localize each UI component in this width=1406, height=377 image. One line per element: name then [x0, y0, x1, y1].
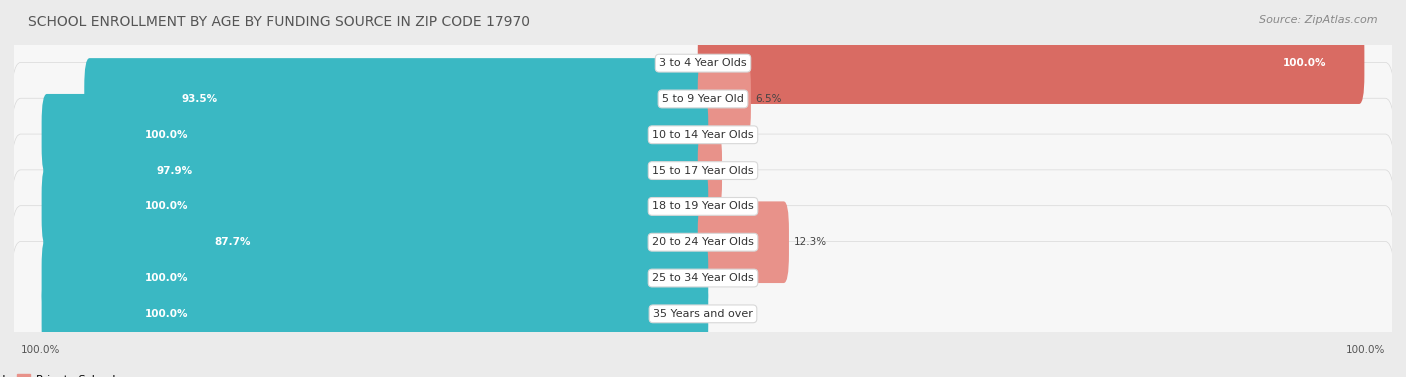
FancyBboxPatch shape — [697, 58, 751, 140]
FancyBboxPatch shape — [84, 58, 709, 140]
Legend: Public School, Private School: Public School, Private School — [0, 369, 120, 377]
Text: 12.3%: 12.3% — [793, 237, 827, 247]
FancyBboxPatch shape — [697, 130, 723, 211]
FancyBboxPatch shape — [11, 98, 1395, 243]
FancyBboxPatch shape — [122, 201, 709, 283]
Text: 100.0%: 100.0% — [145, 201, 188, 211]
Text: Source: ZipAtlas.com: Source: ZipAtlas.com — [1260, 15, 1378, 25]
Text: 20 to 24 Year Olds: 20 to 24 Year Olds — [652, 237, 754, 247]
Text: 10 to 14 Year Olds: 10 to 14 Year Olds — [652, 130, 754, 140]
FancyBboxPatch shape — [697, 22, 1364, 104]
Text: 100.0%: 100.0% — [145, 130, 188, 140]
Text: 2.1%: 2.1% — [727, 166, 754, 176]
FancyBboxPatch shape — [42, 237, 709, 319]
Text: 0.0%: 0.0% — [716, 130, 742, 140]
Text: 15 to 17 Year Olds: 15 to 17 Year Olds — [652, 166, 754, 176]
Text: 100.0%: 100.0% — [1282, 58, 1326, 68]
FancyBboxPatch shape — [11, 206, 1395, 350]
Text: 0.0%: 0.0% — [716, 273, 742, 283]
FancyBboxPatch shape — [42, 273, 709, 355]
FancyBboxPatch shape — [11, 0, 1395, 135]
Text: 0.0%: 0.0% — [664, 58, 690, 68]
FancyBboxPatch shape — [11, 134, 1395, 279]
Text: 100.0%: 100.0% — [145, 273, 188, 283]
Text: 97.9%: 97.9% — [157, 166, 193, 176]
Text: SCHOOL ENROLLMENT BY AGE BY FUNDING SOURCE IN ZIP CODE 17970: SCHOOL ENROLLMENT BY AGE BY FUNDING SOUR… — [28, 15, 530, 29]
FancyBboxPatch shape — [55, 130, 709, 211]
FancyBboxPatch shape — [11, 170, 1395, 314]
Text: 35 Years and over: 35 Years and over — [652, 309, 754, 319]
Text: 6.5%: 6.5% — [755, 94, 782, 104]
Text: 0.0%: 0.0% — [716, 201, 742, 211]
FancyBboxPatch shape — [42, 94, 709, 176]
Text: 100.0%: 100.0% — [145, 309, 188, 319]
Text: 3 to 4 Year Olds: 3 to 4 Year Olds — [659, 58, 747, 68]
FancyBboxPatch shape — [11, 242, 1395, 377]
Text: 5 to 9 Year Old: 5 to 9 Year Old — [662, 94, 744, 104]
FancyBboxPatch shape — [697, 201, 789, 283]
Text: 87.7%: 87.7% — [214, 237, 250, 247]
Text: 100.0%: 100.0% — [1346, 345, 1385, 356]
Text: 18 to 19 Year Olds: 18 to 19 Year Olds — [652, 201, 754, 211]
Text: 25 to 34 Year Olds: 25 to 34 Year Olds — [652, 273, 754, 283]
Text: 0.0%: 0.0% — [716, 309, 742, 319]
Text: 93.5%: 93.5% — [181, 94, 218, 104]
FancyBboxPatch shape — [42, 166, 709, 247]
Text: 100.0%: 100.0% — [21, 345, 60, 356]
FancyBboxPatch shape — [11, 27, 1395, 171]
FancyBboxPatch shape — [11, 63, 1395, 207]
